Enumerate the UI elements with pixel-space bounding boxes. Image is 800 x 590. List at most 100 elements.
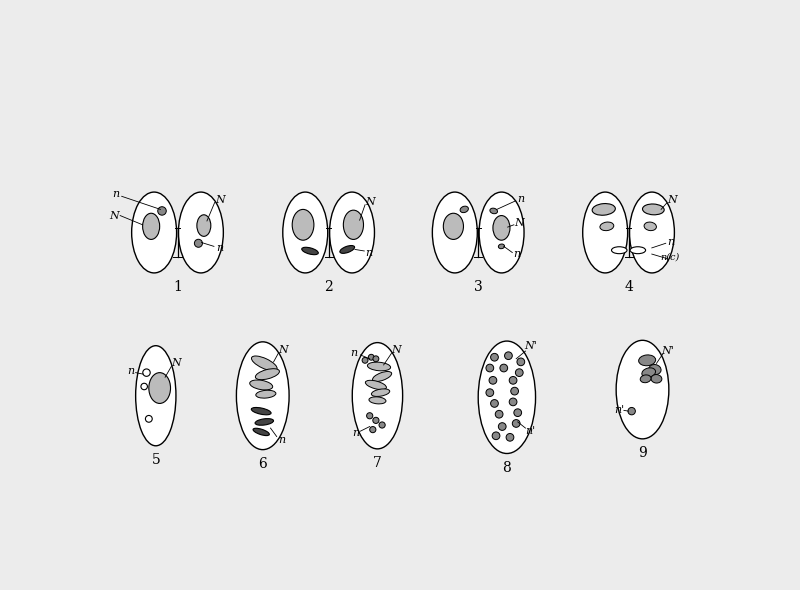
Ellipse shape bbox=[255, 419, 274, 425]
Ellipse shape bbox=[330, 192, 374, 273]
Text: 6: 6 bbox=[258, 457, 267, 470]
Ellipse shape bbox=[253, 428, 270, 435]
Text: 7: 7 bbox=[373, 455, 382, 470]
Ellipse shape bbox=[136, 346, 176, 446]
Circle shape bbox=[142, 369, 150, 376]
Text: N: N bbox=[171, 358, 181, 368]
Text: N': N' bbox=[524, 342, 537, 352]
Ellipse shape bbox=[142, 213, 160, 240]
Text: 4: 4 bbox=[624, 280, 633, 294]
Text: 9: 9 bbox=[638, 445, 647, 460]
Text: n: n bbox=[514, 249, 521, 259]
Text: N: N bbox=[667, 195, 677, 205]
Ellipse shape bbox=[478, 341, 535, 454]
Ellipse shape bbox=[343, 210, 363, 240]
Circle shape bbox=[194, 240, 202, 247]
Text: N: N bbox=[514, 218, 524, 228]
Ellipse shape bbox=[493, 215, 510, 240]
Ellipse shape bbox=[352, 343, 402, 449]
Ellipse shape bbox=[640, 375, 651, 383]
Text: n: n bbox=[352, 428, 359, 438]
Ellipse shape bbox=[630, 192, 674, 273]
Circle shape bbox=[489, 376, 497, 384]
Ellipse shape bbox=[237, 342, 289, 450]
Circle shape bbox=[366, 412, 373, 419]
Circle shape bbox=[368, 355, 374, 360]
Text: n: n bbox=[350, 348, 358, 358]
Circle shape bbox=[158, 206, 166, 215]
Circle shape bbox=[500, 364, 508, 372]
Circle shape bbox=[510, 387, 518, 395]
Circle shape bbox=[486, 389, 494, 396]
Ellipse shape bbox=[340, 245, 354, 253]
Circle shape bbox=[510, 398, 517, 406]
Circle shape bbox=[628, 408, 635, 415]
Text: 8: 8 bbox=[502, 461, 511, 475]
Ellipse shape bbox=[255, 369, 279, 379]
Circle shape bbox=[141, 384, 147, 390]
Ellipse shape bbox=[302, 247, 318, 255]
Ellipse shape bbox=[651, 375, 662, 383]
Ellipse shape bbox=[642, 204, 664, 215]
Ellipse shape bbox=[460, 206, 468, 212]
Text: N': N' bbox=[661, 346, 674, 356]
Ellipse shape bbox=[490, 208, 498, 214]
Circle shape bbox=[490, 353, 498, 361]
Text: n: n bbox=[518, 194, 524, 204]
Text: N: N bbox=[109, 211, 119, 221]
Circle shape bbox=[379, 422, 386, 428]
Text: n: n bbox=[278, 435, 285, 445]
Text: n: n bbox=[216, 243, 223, 253]
Ellipse shape bbox=[611, 247, 627, 254]
Ellipse shape bbox=[251, 408, 271, 415]
Circle shape bbox=[505, 352, 512, 359]
Text: 2: 2 bbox=[324, 280, 333, 294]
Ellipse shape bbox=[367, 362, 390, 371]
Ellipse shape bbox=[251, 356, 277, 371]
Ellipse shape bbox=[443, 213, 463, 240]
Circle shape bbox=[492, 432, 500, 440]
Circle shape bbox=[370, 427, 376, 432]
Ellipse shape bbox=[256, 390, 276, 398]
Ellipse shape bbox=[282, 192, 328, 273]
Ellipse shape bbox=[644, 222, 657, 231]
Text: N: N bbox=[366, 196, 375, 206]
Text: n: n bbox=[366, 248, 373, 257]
Circle shape bbox=[362, 358, 368, 363]
Ellipse shape bbox=[149, 373, 170, 404]
Ellipse shape bbox=[292, 209, 314, 240]
Circle shape bbox=[490, 399, 498, 407]
Ellipse shape bbox=[373, 372, 392, 382]
Text: 1: 1 bbox=[173, 280, 182, 294]
Text: 3: 3 bbox=[474, 280, 482, 294]
Circle shape bbox=[495, 411, 503, 418]
Text: N: N bbox=[215, 195, 225, 205]
Ellipse shape bbox=[371, 389, 390, 396]
Ellipse shape bbox=[649, 365, 661, 375]
Circle shape bbox=[517, 358, 525, 366]
Text: n': n' bbox=[525, 426, 535, 436]
Circle shape bbox=[515, 369, 523, 376]
Ellipse shape bbox=[366, 381, 386, 389]
Circle shape bbox=[510, 376, 517, 384]
Ellipse shape bbox=[432, 192, 478, 273]
Circle shape bbox=[498, 422, 506, 430]
Ellipse shape bbox=[178, 192, 223, 273]
Circle shape bbox=[486, 364, 494, 372]
Circle shape bbox=[146, 415, 152, 422]
Ellipse shape bbox=[616, 340, 669, 439]
Text: n: n bbox=[127, 366, 134, 376]
Circle shape bbox=[373, 356, 379, 362]
Ellipse shape bbox=[132, 192, 177, 273]
Text: n: n bbox=[667, 237, 674, 247]
Ellipse shape bbox=[498, 244, 505, 249]
Text: N: N bbox=[391, 345, 401, 355]
Ellipse shape bbox=[197, 215, 211, 237]
Ellipse shape bbox=[642, 368, 655, 378]
Text: n(c): n(c) bbox=[661, 253, 680, 261]
Circle shape bbox=[514, 409, 522, 417]
Text: 5: 5 bbox=[151, 454, 160, 467]
Circle shape bbox=[512, 419, 520, 427]
Circle shape bbox=[506, 434, 514, 441]
Text: n': n' bbox=[614, 405, 624, 415]
